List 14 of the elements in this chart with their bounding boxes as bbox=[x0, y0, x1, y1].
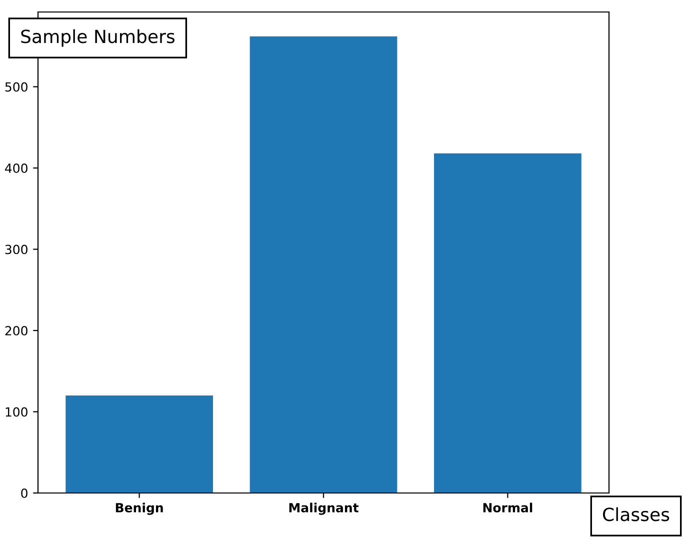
x-tick-label: Benign bbox=[116, 502, 163, 515]
bar bbox=[66, 396, 213, 493]
y-tick-label: 0 bbox=[21, 488, 28, 498]
bar bbox=[250, 36, 398, 493]
y-tick-label: 200 bbox=[5, 326, 28, 336]
y-tick-label: 300 bbox=[5, 244, 28, 254]
x-tick-label: Malignant bbox=[289, 502, 359, 515]
y-tick-label: 400 bbox=[5, 163, 28, 173]
y-tick-label: 500 bbox=[5, 82, 28, 92]
x-tick-label: Normal bbox=[483, 502, 532, 512]
bar bbox=[434, 153, 582, 493]
y-tick-label: 100 bbox=[6, 407, 28, 417]
y-axis-title: Sample Numbers bbox=[21, 29, 174, 47]
x-axis-title: Classes bbox=[603, 507, 670, 522]
